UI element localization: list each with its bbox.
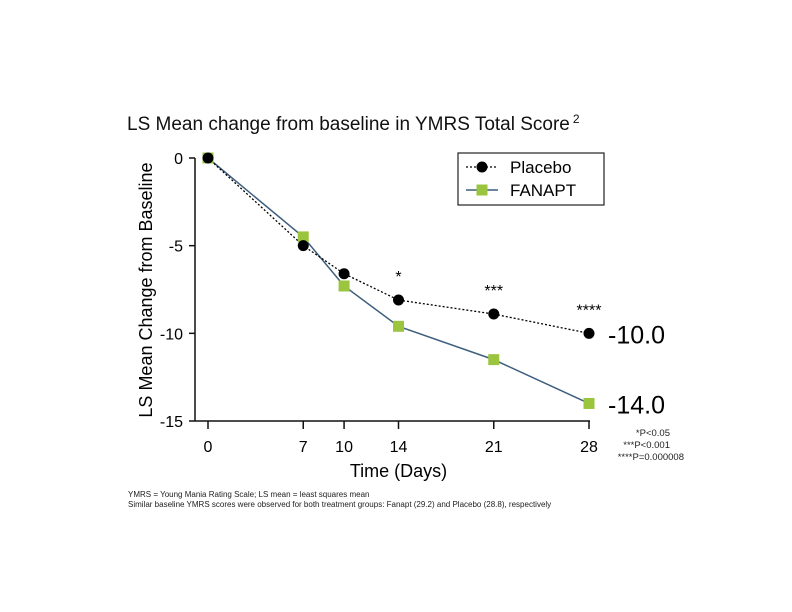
placebo-point: [338, 268, 350, 280]
x-tick-label: 0: [204, 439, 213, 456]
y-tick-label: -5: [169, 239, 183, 256]
y-axis-label: LS Mean Change from Baseline: [136, 162, 156, 417]
legend-fanapt-label: FANAPT: [510, 181, 576, 200]
fanapt-point: [583, 397, 595, 409]
placebo-point: [393, 294, 404, 306]
legend-placebo-label: Placebo: [510, 158, 571, 177]
placebo-point: [297, 240, 309, 252]
title-superscript: 2: [572, 112, 580, 126]
chart-title-text: LS Mean change from baseline in YMRS Tot…: [127, 114, 570, 135]
pvalue-note-2: ***P<0.001: [623, 440, 670, 451]
pvalue-note-1: *P<0.05: [635, 428, 670, 439]
fanapt-line: [207, 157, 590, 405]
legend-fanapt-marker: [476, 184, 488, 196]
y-tick-label: -15: [160, 414, 183, 431]
x-axis-label: Time (Days): [350, 461, 447, 481]
x-tick-label: 14: [390, 439, 408, 456]
placebo-point: [583, 327, 595, 339]
chart-title: LS Mean change from baseline in YMRS Tot…: [127, 112, 580, 136]
x-tick-label: 7: [299, 439, 308, 456]
y-tick-label: 0: [174, 151, 183, 168]
placebo-end-label: -10.0: [608, 321, 665, 349]
significance-marker: ****: [577, 302, 602, 319]
footnote-1: YMRS = Young Mania Rating Scale; LS mean…: [128, 490, 370, 499]
x-tick-label: 21: [485, 439, 503, 456]
fanapt-point: [488, 354, 500, 366]
fanapt-point: [338, 280, 350, 292]
x-tick-label: 10: [335, 439, 353, 456]
footnote-2: Similar baseline YMRS scores were observ…: [128, 500, 552, 509]
x-tick-label: 28: [580, 439, 598, 456]
placebo-point: [202, 152, 214, 164]
fanapt-point: [393, 320, 404, 332]
significance-marker: *: [395, 269, 401, 286]
legend-placebo-marker: [476, 161, 488, 173]
placebo-line: [207, 157, 590, 334]
fanapt-end-label: -14.0: [608, 391, 665, 419]
y-tick-label: -10: [160, 326, 183, 343]
pvalue-note-3: ****P=0.000008: [617, 452, 684, 463]
fanapt-point: [297, 231, 309, 243]
significance-marker: ***: [484, 283, 503, 300]
placebo-point: [488, 308, 500, 320]
